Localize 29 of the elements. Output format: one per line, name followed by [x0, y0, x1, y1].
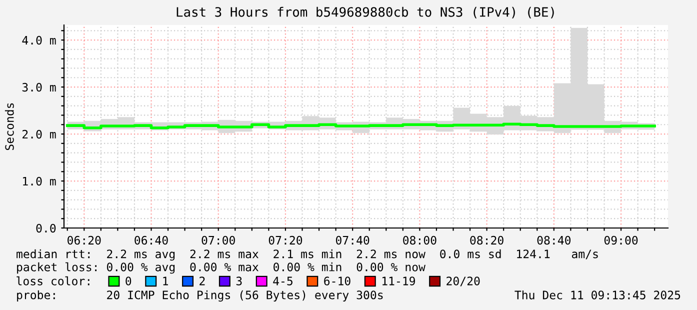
x-tick-label: 08:20 [470, 236, 504, 245]
x-tick-label: 06:20 [68, 236, 101, 245]
x-tick-label: 07:00 [202, 236, 235, 245]
legend-label: 20/20 [446, 276, 480, 286]
x-tick-label: 09:00 [604, 236, 638, 245]
y-axis-title: Seconds [4, 103, 14, 150]
x-tick-label: 08:00 [403, 236, 436, 245]
x-tick-label: 07:40 [336, 236, 370, 245]
text: probe: 20 ICMP Echo Pings (56 Bytes) every 300s [17, 290, 383, 302]
chart-title: Last 3 Hours from b549689880cb to NS3 (IPv4) (BE) [176, 6, 554, 18]
x-tick-label: 07:20 [268, 236, 302, 245]
legend-label: 3 [236, 276, 242, 286]
text: median rtt: 2.2 ms avg 2.2 ms max 2.1 ms min 2.2 ms now 0.0 ms sd 124.1 am/s [16, 249, 598, 261]
text: Thu Dec 11 09:13:45 2025 [514, 290, 680, 300]
text: packet loss: 0.00 % avg 0.00 % max 0.00 % min 0.00 % now [17, 262, 426, 274]
y-tick-label: 4.0 m [22, 36, 56, 45]
legend-label: 2 [200, 276, 205, 286]
y-tick-label: 3.0 m [22, 82, 56, 92]
legend-label: 6-10 [324, 276, 350, 286]
legend-label: 1 [163, 276, 168, 286]
y-tick-label: 2.0 m [22, 130, 56, 139]
legend-label: 0 [126, 276, 132, 286]
legend-title: loss color: [16, 276, 90, 286]
legend-label: 11-19 [382, 276, 416, 286]
y-tick-label: 1.0 m [23, 176, 56, 186]
x-tick-label: 06:40 [134, 236, 168, 245]
x-tick-label: 08:40 [537, 236, 571, 245]
y-tick-label: 0.0 [36, 224, 56, 233]
legend-label: 4-5 [273, 276, 292, 286]
